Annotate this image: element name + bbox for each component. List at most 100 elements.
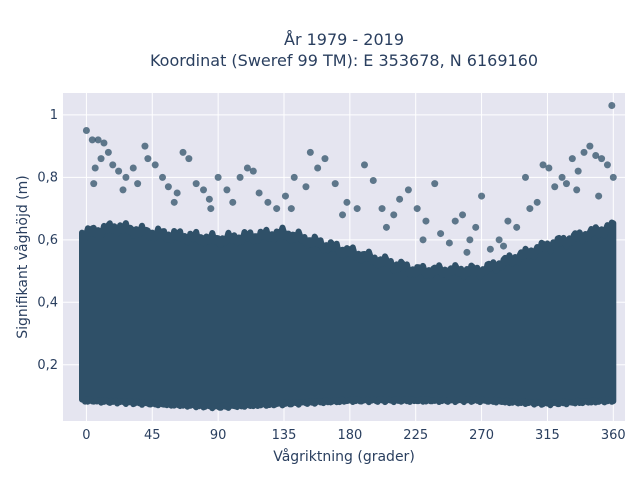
data-point <box>159 173 167 181</box>
data-point <box>486 245 494 253</box>
data-point <box>205 195 213 203</box>
data-point <box>573 186 581 194</box>
data-point <box>360 161 368 169</box>
data-point <box>290 173 298 181</box>
y-axis-title: Signifikant våghöjd (m) <box>14 175 31 338</box>
y-tick-label: 0,6 <box>37 233 58 248</box>
data-point <box>545 164 553 172</box>
data-point <box>466 236 474 244</box>
data-point <box>90 180 98 188</box>
data-point <box>396 195 404 203</box>
data-point <box>343 198 351 206</box>
data-point <box>104 148 112 156</box>
data-point <box>472 223 480 231</box>
data-point <box>134 180 142 188</box>
data-point <box>100 139 108 147</box>
x-tick-label: 360 <box>601 428 626 443</box>
data-point <box>437 230 445 238</box>
data-point <box>192 180 200 188</box>
data-point <box>551 183 559 191</box>
data-point <box>404 186 412 194</box>
data-point <box>608 101 616 109</box>
data-point <box>378 205 386 213</box>
data-point <box>129 164 137 172</box>
data-point <box>539 161 547 169</box>
data-point <box>306 148 314 156</box>
data-point <box>580 148 588 156</box>
data-point <box>97 155 105 163</box>
data-point <box>562 180 570 188</box>
x-tick-label: 315 <box>535 428 560 443</box>
data-point <box>88 136 96 144</box>
data-point <box>595 192 603 200</box>
data-point <box>122 173 130 181</box>
x-axis-title: Vågriktning (grader) <box>273 448 415 465</box>
y-tick-label: 0,2 <box>37 358 58 373</box>
data-point <box>82 126 90 134</box>
data-point <box>249 167 257 175</box>
chart-title-line-2: Koordinat (Sweref 99 TM): E 353678, N 61… <box>150 51 538 70</box>
x-tick-label: 0 <box>82 428 90 443</box>
data-point <box>229 198 237 206</box>
data-point <box>609 173 617 181</box>
data-point <box>592 151 600 159</box>
data-point <box>151 161 159 169</box>
data-points <box>82 101 617 256</box>
data-point <box>431 180 439 188</box>
data-point <box>287 205 295 213</box>
y-tick-label: 0,4 <box>37 295 58 310</box>
data-point <box>207 205 215 213</box>
data-point <box>321 155 329 163</box>
data-point <box>273 205 281 213</box>
dense-point-cloud <box>79 219 617 412</box>
data-point <box>445 239 453 247</box>
data-point <box>236 173 244 181</box>
data-point <box>302 183 310 191</box>
data-point <box>495 236 503 244</box>
data-point <box>144 155 152 163</box>
data-point <box>115 167 123 175</box>
data-point <box>478 192 486 200</box>
data-point <box>314 164 322 172</box>
data-point <box>526 205 534 213</box>
data-point <box>214 173 222 181</box>
data-point <box>264 198 272 206</box>
data-point <box>369 176 377 184</box>
y-tick-label: 1 <box>50 108 58 123</box>
data-point <box>185 155 193 163</box>
data-point <box>500 242 508 250</box>
data-point <box>200 186 207 194</box>
data-point <box>173 189 181 197</box>
data-point <box>419 236 427 244</box>
data-point <box>141 142 149 150</box>
data-point <box>598 155 606 163</box>
data-point <box>463 248 471 256</box>
data-point <box>422 217 430 225</box>
data-point <box>255 189 263 197</box>
data-point <box>91 164 99 172</box>
data-point <box>179 148 187 156</box>
x-tick-label: 90 <box>210 428 227 443</box>
x-tick-label: 270 <box>469 428 494 443</box>
data-point <box>164 183 172 191</box>
data-point <box>339 211 347 219</box>
data-point-band <box>79 219 617 412</box>
x-tick-label: 45 <box>144 428 161 443</box>
data-point <box>331 180 339 188</box>
x-axis-ticks: 0 45 90 135 180 225 270 315 360 <box>82 428 625 443</box>
data-point <box>521 173 529 181</box>
data-point <box>281 192 289 200</box>
data-point <box>119 186 127 194</box>
chart-title-line-1: År 1979 - 2019 <box>284 30 404 49</box>
data-point <box>451 217 459 225</box>
data-point <box>382 223 390 231</box>
data-point <box>223 186 231 194</box>
data-point <box>513 223 521 231</box>
x-tick-label: 180 <box>337 428 362 443</box>
data-point <box>586 142 594 150</box>
data-point <box>533 198 541 206</box>
data-point <box>574 167 582 175</box>
data-point <box>413 205 421 213</box>
y-tick-label: 0,8 <box>37 170 58 185</box>
data-point <box>603 161 611 169</box>
